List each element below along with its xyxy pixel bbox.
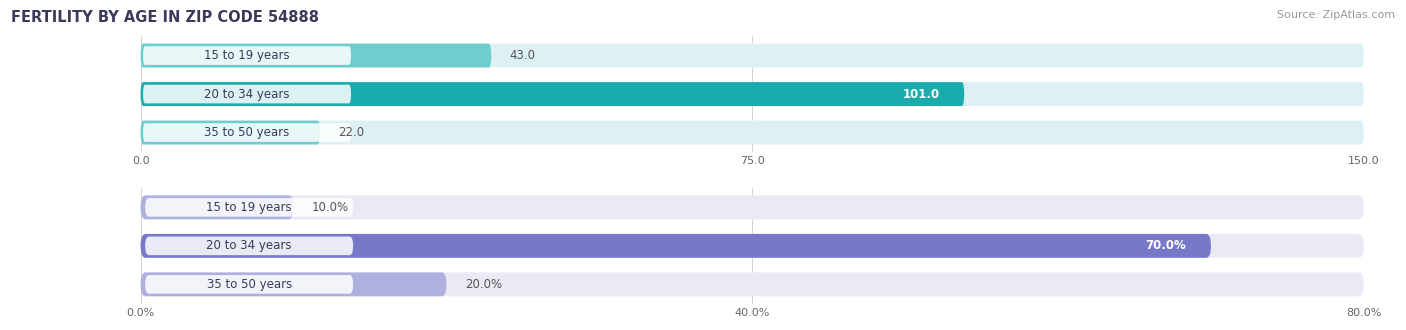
Text: 43.0: 43.0 — [509, 49, 536, 62]
FancyBboxPatch shape — [141, 195, 1364, 219]
FancyBboxPatch shape — [145, 198, 353, 217]
Text: 10.0%: 10.0% — [312, 201, 349, 214]
Text: 15 to 19 years: 15 to 19 years — [207, 201, 292, 214]
Text: 35 to 50 years: 35 to 50 years — [207, 278, 292, 291]
Text: 22.0: 22.0 — [339, 126, 364, 139]
Text: 20 to 34 years: 20 to 34 years — [207, 239, 292, 252]
Text: 70.0%: 70.0% — [1146, 239, 1187, 252]
Text: 20 to 34 years: 20 to 34 years — [204, 87, 290, 101]
FancyBboxPatch shape — [141, 120, 321, 145]
Text: 101.0: 101.0 — [903, 87, 939, 101]
FancyBboxPatch shape — [141, 273, 1364, 296]
FancyBboxPatch shape — [141, 82, 965, 106]
Text: FERTILITY BY AGE IN ZIP CODE 54888: FERTILITY BY AGE IN ZIP CODE 54888 — [11, 10, 319, 25]
FancyBboxPatch shape — [141, 195, 294, 219]
FancyBboxPatch shape — [141, 44, 1364, 68]
FancyBboxPatch shape — [143, 46, 352, 65]
FancyBboxPatch shape — [143, 85, 352, 103]
FancyBboxPatch shape — [141, 234, 1211, 258]
FancyBboxPatch shape — [141, 44, 491, 68]
Text: 15 to 19 years: 15 to 19 years — [204, 49, 290, 62]
Text: 35 to 50 years: 35 to 50 years — [204, 126, 290, 139]
FancyBboxPatch shape — [141, 234, 1364, 258]
FancyBboxPatch shape — [145, 237, 353, 255]
Text: Source: ZipAtlas.com: Source: ZipAtlas.com — [1277, 10, 1395, 20]
FancyBboxPatch shape — [141, 273, 447, 296]
FancyBboxPatch shape — [143, 123, 352, 142]
FancyBboxPatch shape — [141, 82, 1364, 106]
FancyBboxPatch shape — [145, 275, 353, 294]
FancyBboxPatch shape — [141, 120, 1364, 145]
Text: 20.0%: 20.0% — [465, 278, 502, 291]
